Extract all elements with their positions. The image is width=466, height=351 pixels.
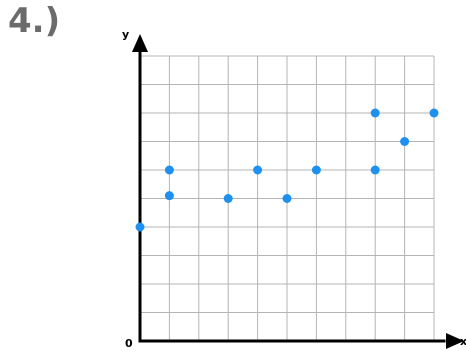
grid (139, 55, 435, 342)
data-point (429, 108, 439, 118)
x-axis-arrowhead (446, 333, 464, 349)
data-point (311, 165, 321, 175)
data-point (282, 194, 292, 203)
data-point (223, 194, 233, 203)
data-point (135, 222, 145, 232)
data-point (164, 191, 174, 201)
data-point (253, 165, 263, 175)
data-point (370, 165, 380, 175)
axes: y x 0 (122, 28, 466, 350)
data-point (400, 137, 410, 146)
y-axis-arrowhead (132, 34, 148, 52)
y-axis-label: y (122, 28, 129, 41)
data-point (370, 108, 380, 118)
data-points (135, 108, 439, 232)
x-axis-label: x (460, 335, 466, 348)
problem-number: 4.) (8, 1, 61, 41)
origin-label: 0 (125, 337, 133, 350)
data-point (164, 165, 174, 175)
